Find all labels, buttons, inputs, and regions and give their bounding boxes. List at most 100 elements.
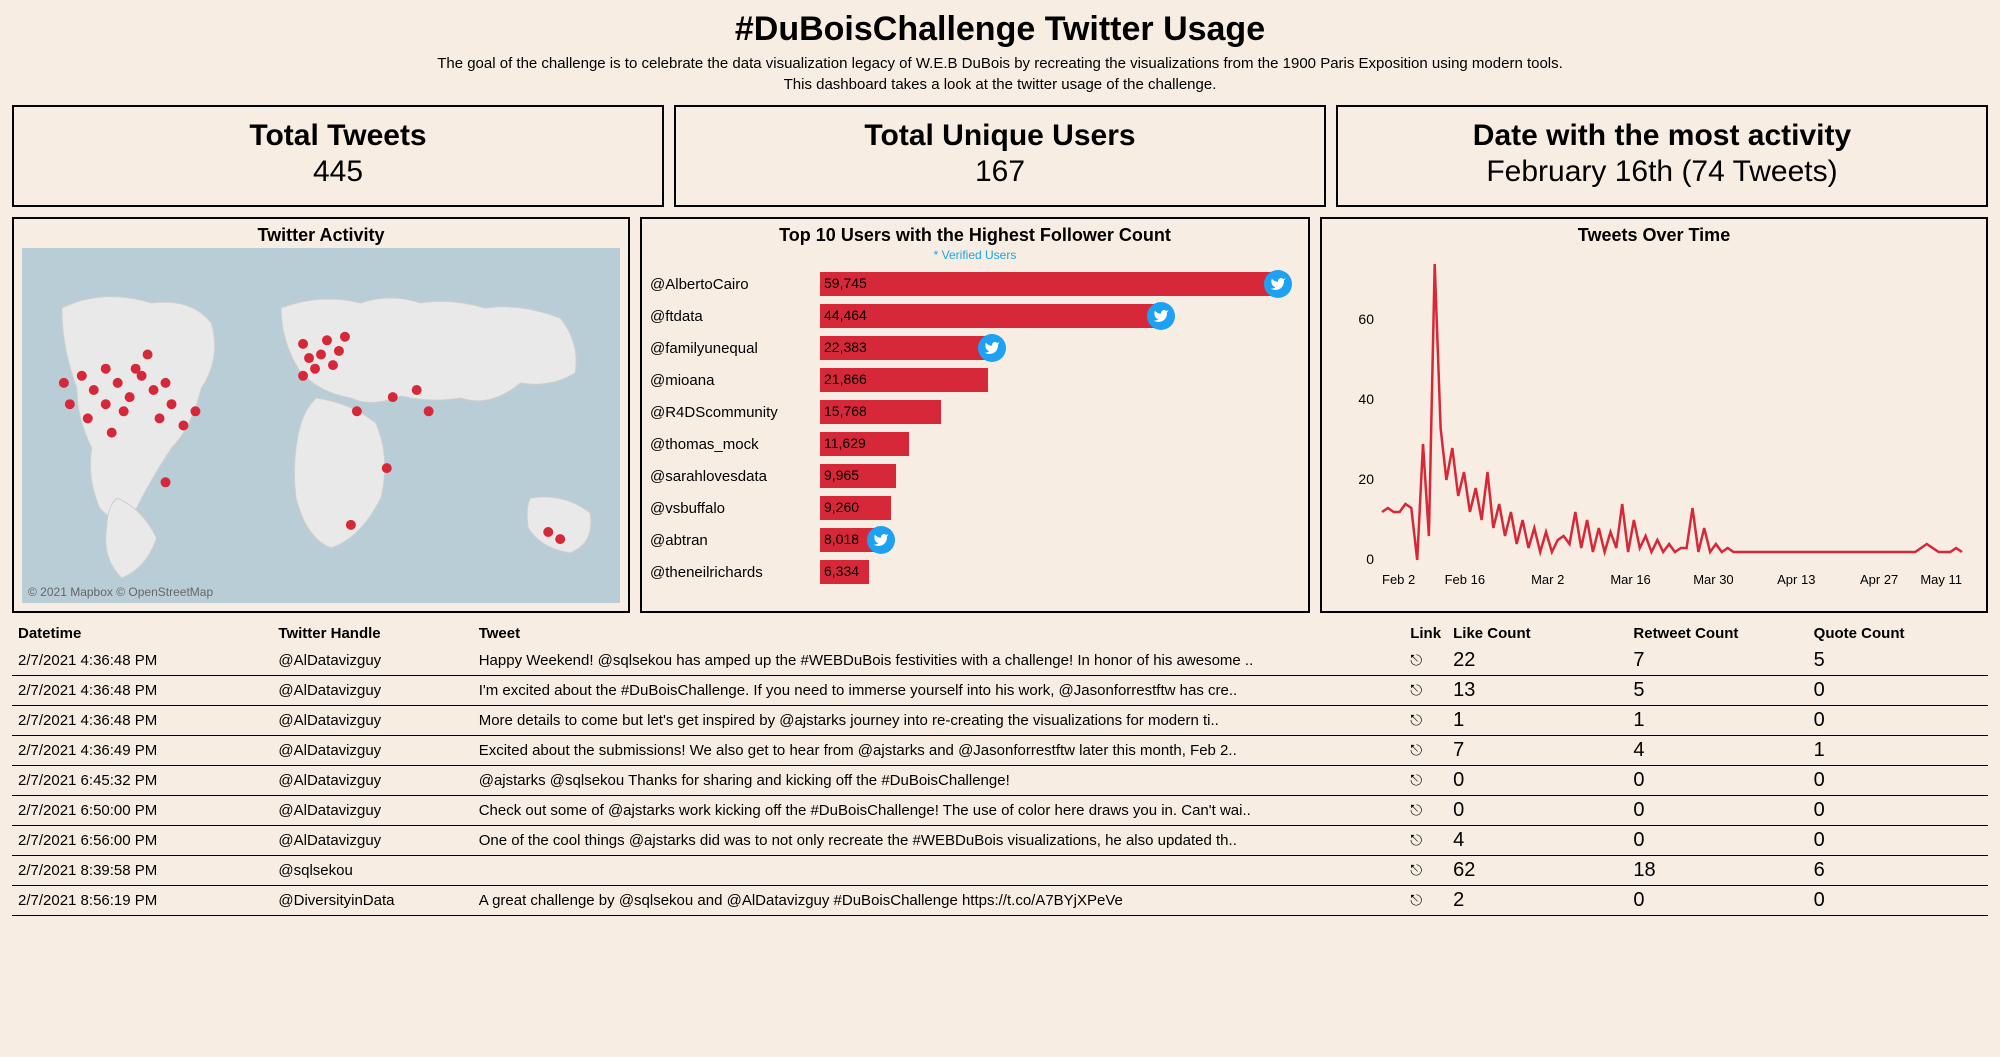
map-point[interactable] <box>131 364 141 374</box>
col-likes[interactable]: Like Count <box>1447 621 1627 646</box>
line-series[interactable] <box>1382 264 1962 560</box>
cell-tweet: One of the cool things @ajstarks did was… <box>473 826 1404 856</box>
map-point[interactable] <box>310 364 320 374</box>
kpi-unique-users[interactable]: Total Unique Users 167 <box>674 105 1326 207</box>
map-point[interactable] <box>298 371 308 381</box>
tweets-table[interactable]: Datetime Twitter Handle Tweet Link Like … <box>12 621 1988 916</box>
map-point[interactable] <box>304 353 314 363</box>
bar-label: @AlbertoCairo <box>650 276 820 293</box>
map-point[interactable] <box>352 406 362 416</box>
kpi-total-tweets[interactable]: Total Tweets 445 <box>12 105 664 207</box>
link-icon[interactable]: ⎋ <box>1404 736 1447 766</box>
col-datetime[interactable]: Datetime <box>12 621 272 646</box>
cell-retweet-count: 1 <box>1627 706 1807 736</box>
map-point[interactable] <box>101 364 111 374</box>
bar-row[interactable]: @AlbertoCairo59,745 <box>650 268 1300 300</box>
map-point[interactable] <box>382 463 392 473</box>
table-row[interactable]: 2/7/2021 8:56:19 PM@DiversityinDataA gre… <box>12 886 1988 916</box>
table-row[interactable]: 2/7/2021 4:36:48 PM@AlDatavizguyHappy We… <box>12 646 1988 676</box>
bar-row[interactable]: @familyunequal22,383 <box>650 332 1300 364</box>
link-icon[interactable]: ⎋ <box>1404 826 1447 856</box>
bar-row[interactable]: @mioana21,866 <box>650 364 1300 396</box>
map-point[interactable] <box>543 527 553 537</box>
map-point[interactable] <box>328 360 338 370</box>
table-row[interactable]: 2/7/2021 4:36:48 PM@AlDatavizguyMore det… <box>12 706 1988 736</box>
bar-row[interactable]: @vsbuffalo9,260 <box>650 492 1300 524</box>
map-point[interactable] <box>388 392 398 402</box>
table-row[interactable]: 2/7/2021 6:50:00 PM@AlDatavizguyCheck ou… <box>12 796 1988 826</box>
map-point[interactable] <box>113 378 123 388</box>
line-chart-canvas[interactable]: 0204060Feb 2Feb 16Mar 2Mar 16Mar 30Apr 1… <box>1330 250 1978 594</box>
table-row[interactable]: 2/7/2021 8:39:58 PM@sqlsekou⎋62186 <box>12 856 1988 886</box>
panel-title: Twitter Activity <box>22 225 620 246</box>
map-canvas[interactable]: © 2021 Mapbox © OpenStreetMap <box>22 248 620 603</box>
map-point[interactable] <box>107 428 117 438</box>
link-icon[interactable]: ⎋ <box>1404 856 1447 886</box>
map-point[interactable] <box>334 346 344 356</box>
cell-retweet-count: 0 <box>1627 766 1807 796</box>
x-tick-label: Mar 30 <box>1693 572 1733 587</box>
link-icon[interactable]: ⎋ <box>1404 646 1447 676</box>
table-row[interactable]: 2/7/2021 4:36:48 PM@AlDatavizguyI'm exci… <box>12 676 1988 706</box>
world-map[interactable] <box>22 248 620 603</box>
link-icon[interactable]: ⎋ <box>1404 766 1447 796</box>
kpi-peak-date[interactable]: Date with the most activity February 16t… <box>1336 105 1988 207</box>
link-icon[interactable]: ⎋ <box>1404 796 1447 826</box>
cell-like-count: 0 <box>1447 766 1627 796</box>
map-point[interactable] <box>101 399 111 409</box>
col-handle[interactable]: Twitter Handle <box>272 621 472 646</box>
bar-row[interactable]: @theneilrichards6,334 <box>650 556 1300 588</box>
map-point[interactable] <box>125 392 135 402</box>
map-point[interactable] <box>119 406 129 416</box>
map-point[interactable] <box>190 406 200 416</box>
bar-label: @vsbuffalo <box>650 500 820 517</box>
map-point[interactable] <box>340 332 350 342</box>
cell-like-count: 62 <box>1447 856 1627 886</box>
map-point[interactable] <box>83 413 93 423</box>
table-row[interactable]: 2/7/2021 6:45:32 PM@AlDatavizguy@ajstark… <box>12 766 1988 796</box>
col-quotes[interactable]: Quote Count <box>1808 621 1988 646</box>
bar-track: 44,464 <box>820 304 1300 328</box>
map-point[interactable] <box>59 378 69 388</box>
map-point[interactable] <box>322 335 332 345</box>
map-point[interactable] <box>161 477 171 487</box>
cell-quote-count: 0 <box>1808 706 1988 736</box>
col-link[interactable]: Link <box>1404 621 1447 646</box>
link-icon[interactable]: ⎋ <box>1404 886 1447 916</box>
line-chart[interactable]: 0204060Feb 2Feb 16Mar 2Mar 16Mar 30Apr 1… <box>1330 250 1978 594</box>
map-point[interactable] <box>143 350 153 360</box>
bar-row[interactable]: @ftdata44,464 <box>650 300 1300 332</box>
map-point[interactable] <box>178 421 188 431</box>
bar-value-label: 6,334 <box>824 563 859 579</box>
map-point[interactable] <box>412 385 422 395</box>
map-panel[interactable]: Twitter Activity © 2021 Mapbox © OpenStr… <box>12 217 630 613</box>
bar-row[interactable]: @abtran8,018 <box>650 524 1300 556</box>
map-point[interactable] <box>149 385 159 395</box>
map-point[interactable] <box>65 399 75 409</box>
map-point[interactable] <box>555 534 565 544</box>
map-point[interactable] <box>89 385 99 395</box>
map-point[interactable] <box>346 520 356 530</box>
map-point[interactable] <box>161 378 171 388</box>
cell-datetime: 2/7/2021 6:50:00 PM <box>12 796 272 826</box>
bar-row[interactable]: @sarahlovesdata9,965 <box>650 460 1300 492</box>
map-point[interactable] <box>298 339 308 349</box>
bar-row[interactable]: @thomas_mock11,629 <box>650 428 1300 460</box>
map-point[interactable] <box>316 350 326 360</box>
bar-chart-panel[interactable]: Top 10 Users with the Highest Follower C… <box>640 217 1310 613</box>
table-row[interactable]: 2/7/2021 6:56:00 PM@AlDatavizguyOne of t… <box>12 826 1988 856</box>
link-icon[interactable]: ⎋ <box>1404 706 1447 736</box>
bar-row[interactable]: @R4DScommunity15,768 <box>650 396 1300 428</box>
bar-track: 6,334 <box>820 560 1300 584</box>
col-tweet[interactable]: Tweet <box>473 621 1404 646</box>
bar-value-label: 11,629 <box>824 435 866 451</box>
link-icon[interactable]: ⎋ <box>1404 676 1447 706</box>
table-row[interactable]: 2/7/2021 4:36:49 PM@AlDatavizguyExcited … <box>12 736 1988 766</box>
map-point[interactable] <box>155 413 165 423</box>
map-point[interactable] <box>424 406 434 416</box>
map-point[interactable] <box>167 399 177 409</box>
map-point[interactable] <box>77 371 87 381</box>
col-retweets[interactable]: Retweet Count <box>1627 621 1807 646</box>
line-chart-panel[interactable]: Tweets Over Time 0204060Feb 2Feb 16Mar 2… <box>1320 217 1988 613</box>
bar-track: 21,866 <box>820 368 1300 392</box>
